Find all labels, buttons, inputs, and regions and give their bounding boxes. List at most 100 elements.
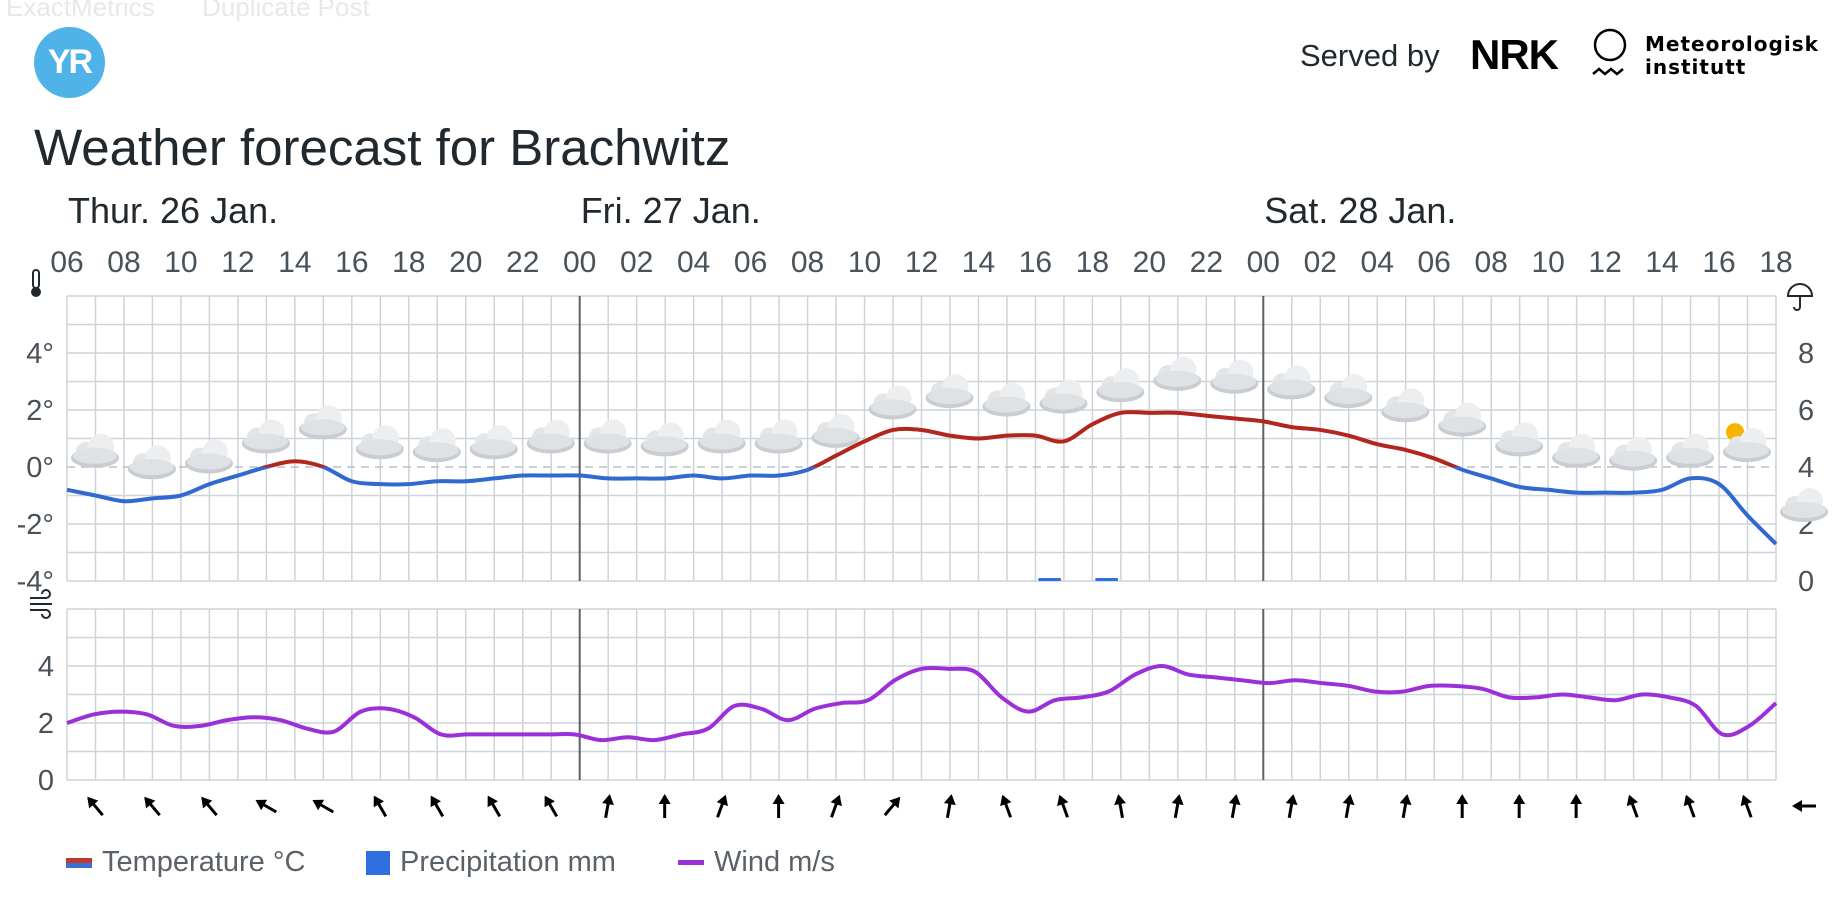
hour-tick-label: 08	[1474, 246, 1507, 279]
hour-tick-label: 08	[791, 246, 824, 279]
hour-tick-label: 14	[1645, 246, 1678, 279]
wind-direction-arrow-icon	[658, 794, 671, 818]
cloud-base	[1098, 382, 1143, 399]
cloud-icon	[241, 419, 290, 454]
cloud-base	[927, 387, 972, 404]
hour-tick-label: 20	[449, 246, 482, 279]
precipitation-tick-label: 6	[1798, 395, 1814, 427]
hour-tick-label: 06	[734, 246, 767, 279]
cloud-icon	[1666, 433, 1715, 468]
legend-temperature-label: Temperature °C	[102, 846, 306, 878]
arrow-head	[943, 794, 956, 806]
wind-direction-arrow-icon	[1399, 794, 1412, 819]
cloud-base	[642, 436, 687, 453]
arrow-head	[1570, 794, 1583, 804]
thermometer-bulb	[31, 287, 41, 297]
cloud-base	[699, 433, 744, 450]
cloud-icon	[412, 428, 461, 463]
cloud-base	[1611, 450, 1656, 467]
arrow-head	[1399, 794, 1412, 806]
arrow-head	[1171, 794, 1184, 806]
legend-precipitation[interactable]: Precipitation mm	[366, 846, 616, 879]
legend-precipitation-label: Precipitation mm	[400, 846, 616, 878]
wind-direction-arrow-icon	[1000, 794, 1012, 818]
hour-tick-label: 18	[392, 246, 425, 279]
wind-direction-arrow-icon	[544, 795, 559, 818]
cloud-base	[756, 433, 801, 450]
hour-tick-label: 18	[1759, 246, 1792, 279]
hour-tick-label: 22	[506, 246, 539, 279]
cloud-icon	[1324, 373, 1373, 408]
day-label: Fri. 27 Jan.	[581, 190, 761, 231]
wind-line	[66, 663, 1778, 743]
forecast-chart: Thur. 26 Jan. Fri. 27 Jan. Sat. 28 Jan.06 0…	[17, 190, 1828, 819]
cloud-base	[243, 433, 288, 450]
cloud-icon	[1609, 436, 1658, 471]
nrk-logo[interactable]: NRK	[1470, 31, 1559, 78]
hour-tick-label: 22	[1190, 246, 1223, 279]
met-logo-line-2: institutt	[1645, 55, 1747, 79]
cloud-icon	[868, 385, 917, 420]
cloud-icon	[469, 425, 518, 460]
ghost-label-duplicate-post: Duplicate Post	[202, 0, 370, 22]
temperature-swatch	[66, 857, 92, 868]
hour-tick-label: 08	[107, 246, 140, 279]
yr-logo[interactable]: YR	[34, 27, 105, 98]
hour-tick-label: 12	[1588, 246, 1621, 279]
cloud-icon	[583, 419, 632, 454]
arrow-head	[1740, 794, 1752, 807]
precipitation-tick-label: 4	[1798, 452, 1814, 484]
legend-wind[interactable]: Wind m/s	[678, 846, 835, 879]
hour-tick-label: 04	[677, 246, 710, 279]
cloud-base	[186, 453, 231, 470]
arrow-head	[1792, 800, 1802, 812]
page-title: Weather forecast for Brachwitz	[34, 119, 731, 176]
cloud-icon	[1495, 422, 1544, 457]
arrow-head	[889, 796, 901, 809]
temperature-line-negative	[66, 467, 1778, 546]
cloud-icon	[184, 439, 233, 474]
arrow-head	[716, 794, 728, 807]
cloud-base	[984, 396, 1029, 413]
precipitation-tick-label: 8	[1798, 338, 1814, 370]
wind-direction-arrow-icon	[1792, 800, 1816, 812]
met-institute-logo[interactable]: Meteorologisk institutt	[1645, 33, 1819, 79]
wind-direction-arrow-icon	[1626, 794, 1639, 818]
wind-direction-arrow-icon	[373, 795, 388, 818]
cloud-base	[129, 459, 174, 476]
hour-tick-label: 12	[221, 246, 254, 279]
hour-tick-label: 10	[848, 246, 881, 279]
arrow-head	[830, 794, 842, 807]
hour-tick-label: 14	[278, 246, 311, 279]
day-label: Thur. 26 Jan.	[68, 190, 278, 231]
wind-direction-arrow-icon	[1456, 794, 1469, 818]
cloud-base	[1668, 447, 1713, 464]
wind-direction-arrow-icon	[201, 796, 218, 817]
hour-tick-label: 10	[164, 246, 197, 279]
temperature-tick-label: 2°	[26, 395, 54, 427]
cloud-icon	[1438, 402, 1487, 437]
hour-tick-label: 16	[335, 246, 368, 279]
cloud-base	[813, 427, 858, 444]
thermometer-stem	[32, 269, 40, 289]
wind-direction-arrow-icon	[1228, 794, 1241, 819]
cloud-base	[1440, 416, 1485, 433]
thermometer-icon	[31, 269, 41, 297]
wind-direction-arrow-icon	[1683, 794, 1696, 818]
wind-direction-arrow-icon	[943, 794, 956, 819]
wind-direction-arrow-icon	[1342, 794, 1355, 819]
arrow-head	[312, 799, 325, 811]
hour-tick-label: 02	[1304, 246, 1337, 279]
legend-temperature[interactable]: Temperature °C	[66, 846, 305, 879]
cloud-base	[1725, 442, 1770, 459]
met-institute-icon	[1592, 28, 1627, 76]
arrow-head	[544, 795, 555, 808]
precipitation-tick-label: 0	[1798, 566, 1814, 598]
arrow-head	[1000, 794, 1012, 807]
precipitation-bar	[1095, 578, 1118, 581]
cloud-base	[1326, 387, 1371, 404]
wind-direction-arrow-icon	[487, 795, 502, 818]
hour-tick-label: 02	[620, 246, 653, 279]
arrow-head	[1114, 794, 1126, 806]
wind-direction-arrow-icon	[1740, 794, 1753, 818]
